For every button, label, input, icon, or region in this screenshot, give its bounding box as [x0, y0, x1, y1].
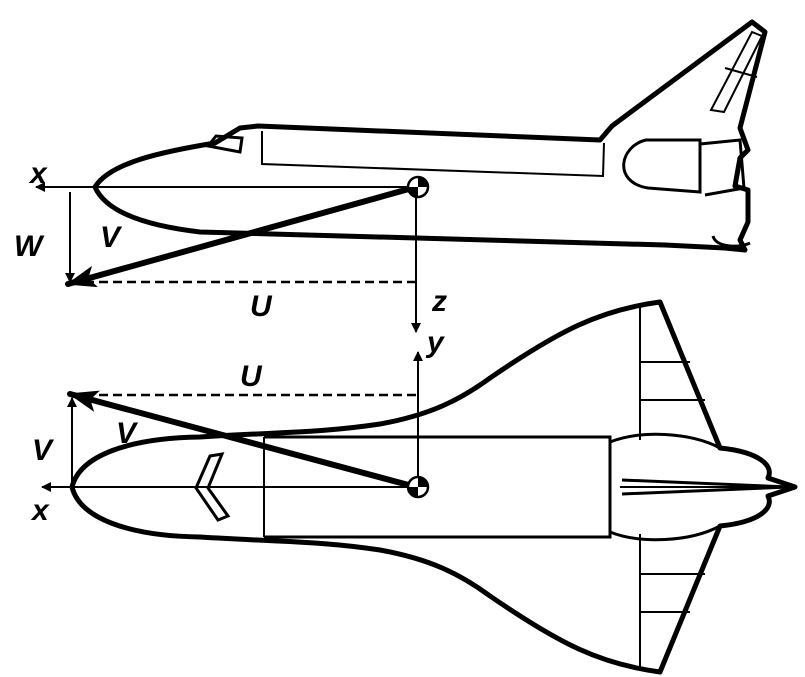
side-u-label: U [250, 290, 273, 323]
side-z-label: z [431, 285, 447, 318]
top-view-orbiter [69, 299, 798, 675]
side-view-vectors [35, 175, 430, 333]
top-v-left-label: V [32, 434, 55, 467]
side-x-label: x [28, 157, 48, 190]
top-x-label: x [30, 494, 50, 527]
side-cg-marker [406, 175, 430, 199]
top-u-label: U [240, 360, 263, 393]
top-view-vectors [41, 351, 430, 499]
side-view-labels: x W V U z [14, 157, 447, 323]
side-w-label: W [14, 230, 45, 263]
top-view-labels: y U V V x [30, 326, 445, 527]
side-v-vector [65, 184, 419, 288]
top-v-vector [67, 390, 419, 490]
side-v-label: V [100, 221, 123, 254]
top-y-label: y [425, 326, 445, 359]
side-view-orbiter [92, 19, 768, 253]
top-v-diag-label: V [116, 417, 139, 450]
top-cg-marker [406, 475, 430, 499]
